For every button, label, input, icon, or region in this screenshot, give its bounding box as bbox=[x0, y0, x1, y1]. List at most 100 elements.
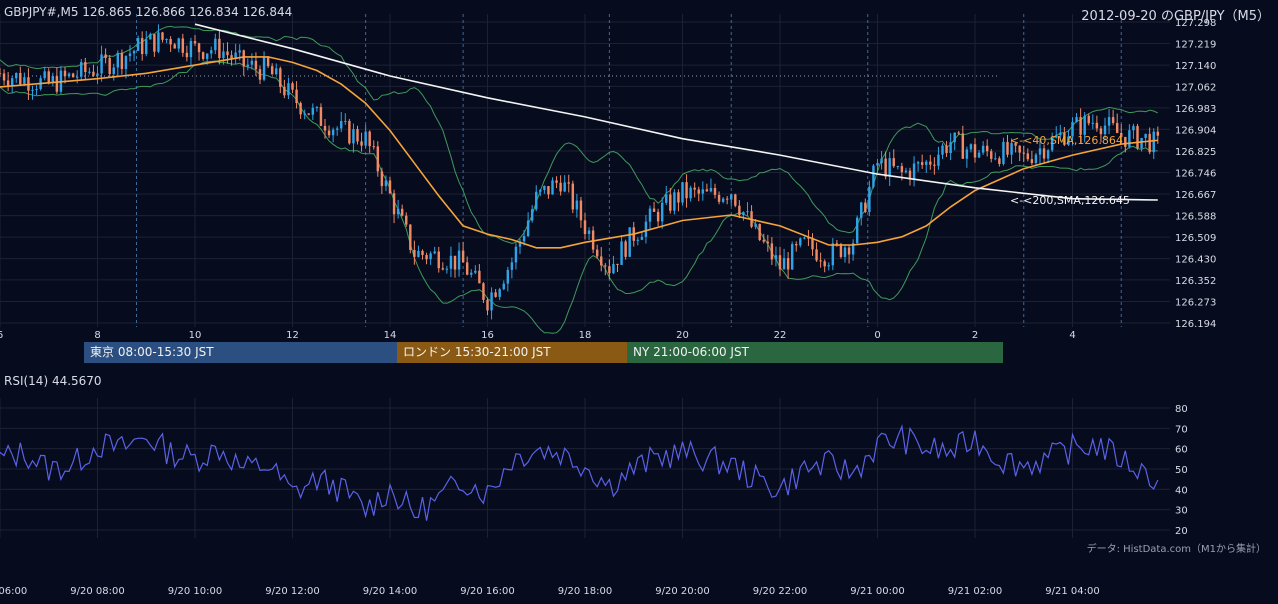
candle-body bbox=[774, 255, 778, 260]
candle-body bbox=[323, 125, 327, 131]
candle-body bbox=[15, 73, 18, 79]
candle-body bbox=[799, 238, 802, 246]
rsi-tick-label: 30 bbox=[1175, 506, 1188, 517]
candle-body bbox=[6, 80, 10, 86]
candle-body bbox=[331, 129, 335, 136]
candle-body bbox=[636, 239, 640, 241]
candle-body bbox=[80, 62, 83, 77]
candle-body bbox=[766, 241, 770, 244]
candle-body bbox=[421, 250, 424, 256]
candle-body bbox=[1018, 145, 1021, 153]
candle-body bbox=[868, 186, 871, 212]
candle-body bbox=[275, 68, 278, 75]
candle-body bbox=[222, 51, 225, 59]
candle-body bbox=[742, 212, 745, 215]
candle-body bbox=[998, 158, 1001, 164]
candle-body bbox=[299, 103, 302, 115]
candle-body bbox=[1034, 154, 1038, 164]
candle-body bbox=[1010, 143, 1013, 155]
chart-title: 2012-09-20 のGBP/JPY（M5） bbox=[1081, 9, 1270, 24]
candle-body bbox=[855, 217, 859, 244]
bollinger-upper bbox=[0, 25, 1159, 244]
candle-body bbox=[112, 67, 115, 75]
price-x-tick-label: 4 bbox=[1069, 330, 1075, 341]
candle-body bbox=[1042, 148, 1046, 159]
data-credit: データ: HistData.com（M1から集計） bbox=[1086, 544, 1266, 555]
candle-body bbox=[157, 32, 160, 52]
symbol-header: GBPJPY#,M5 126.865 126.866 126.834 126.8… bbox=[4, 5, 293, 19]
candle-body bbox=[701, 189, 705, 194]
price-tick-label: 126.825 bbox=[1175, 147, 1216, 158]
candle-body bbox=[189, 41, 193, 58]
rsi-x-tick-label: 9/21 00:00 bbox=[850, 586, 904, 597]
candle-body bbox=[819, 260, 822, 262]
candle-body bbox=[851, 243, 855, 255]
candle-body bbox=[218, 38, 221, 59]
candle-body bbox=[795, 244, 798, 246]
candle-body bbox=[514, 246, 518, 263]
candle-body bbox=[912, 163, 916, 180]
candle-body bbox=[453, 255, 457, 270]
rsi-line bbox=[0, 424, 1159, 521]
candle-body bbox=[713, 187, 717, 195]
candle-body bbox=[502, 283, 505, 290]
candle-body bbox=[445, 268, 449, 270]
candle-body bbox=[823, 261, 826, 267]
candle-body bbox=[51, 76, 55, 84]
candle-body bbox=[1103, 125, 1107, 135]
candle-body bbox=[132, 50, 136, 54]
candle-body bbox=[1079, 117, 1082, 135]
candle-body bbox=[352, 129, 355, 144]
candle-body bbox=[75, 76, 79, 78]
candle-body bbox=[177, 38, 180, 49]
candle-body bbox=[981, 145, 985, 153]
price-x-tick-label: 18 bbox=[579, 330, 592, 341]
candle-body bbox=[388, 180, 392, 194]
candle-body bbox=[376, 146, 380, 172]
candle-body bbox=[660, 202, 664, 222]
candle-body bbox=[730, 194, 733, 200]
rsi-x-tick-label: 9/20 18:00 bbox=[558, 586, 612, 597]
candle-body bbox=[1148, 133, 1151, 153]
rsi-tick-label: 60 bbox=[1175, 445, 1188, 456]
candle-body bbox=[510, 262, 514, 270]
candle-body bbox=[600, 256, 603, 266]
price-tick-label: 126.983 bbox=[1175, 104, 1216, 115]
candle-body bbox=[474, 270, 477, 273]
candle-body bbox=[1071, 121, 1074, 137]
candle-body bbox=[210, 50, 213, 54]
session-tokyo: 東京 08:00-15:30 JST bbox=[84, 342, 397, 363]
candle-body bbox=[405, 215, 408, 225]
candle-body bbox=[478, 270, 481, 284]
candle-body bbox=[246, 64, 250, 67]
candle-body bbox=[136, 38, 140, 51]
candle-body bbox=[494, 292, 497, 297]
price-tick-label: 126.588 bbox=[1175, 212, 1216, 223]
candle-body bbox=[616, 263, 619, 265]
candle-body bbox=[84, 62, 87, 72]
candle-body bbox=[620, 241, 623, 265]
candle-body bbox=[71, 73, 75, 78]
candle-body bbox=[608, 266, 611, 274]
candle-body bbox=[400, 208, 404, 216]
price-x-tick-label: 12 bbox=[286, 330, 299, 341]
candle-body bbox=[782, 258, 786, 270]
rsi-x-tick-label: 9/20 16:00 bbox=[460, 586, 514, 597]
price-x-tick-label: 0 bbox=[874, 330, 880, 341]
candle-body bbox=[287, 83, 290, 96]
candle-body bbox=[96, 73, 99, 76]
candle-body bbox=[721, 198, 725, 202]
price-x-tick-label: 16 bbox=[481, 330, 494, 341]
candle-body bbox=[583, 220, 587, 235]
candle-body bbox=[1128, 130, 1131, 147]
price-tick-label: 126.273 bbox=[1175, 297, 1216, 308]
candle-body bbox=[965, 149, 969, 159]
price-x-tick-label: 2 bbox=[972, 330, 978, 341]
candle-body bbox=[656, 211, 660, 222]
candle-body bbox=[1107, 117, 1111, 126]
candle-body bbox=[1014, 143, 1017, 146]
candle-body bbox=[860, 202, 863, 218]
candle-body bbox=[933, 164, 936, 166]
rsi-title: RSI(14) 44.5670 bbox=[4, 374, 102, 388]
